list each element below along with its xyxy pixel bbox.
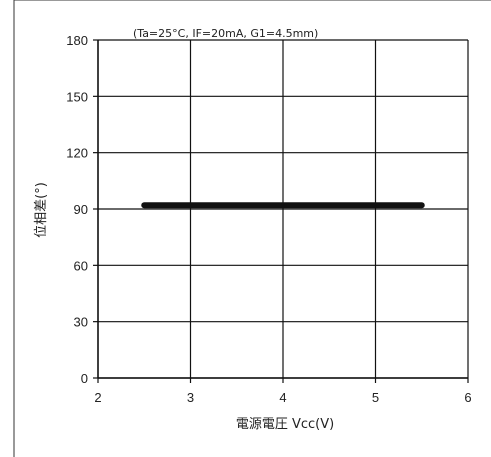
x-tick-label-6: 6	[464, 390, 471, 405]
y-tick-label-30: 30	[74, 315, 88, 330]
x-axis-title: 電源電圧 Vcc(V)	[236, 417, 334, 432]
x-tick-label-5: 5	[372, 390, 379, 405]
y-tick-label-90: 90	[74, 202, 88, 217]
x-tick-label-4: 4	[279, 390, 286, 405]
y-tick-label-150: 150	[66, 89, 88, 104]
y-tick-label-0: 0	[81, 371, 88, 386]
y-tick-label-180: 180	[66, 33, 88, 48]
grid	[97, 39, 469, 379]
x-tick-label-3: 3	[187, 390, 194, 405]
tick-labels: 0 30 60 90 120 150 180 2 3 4 5 6	[66, 33, 471, 405]
y-tick-label-60: 60	[74, 258, 88, 273]
y-axis-title: 位相差(°)	[34, 182, 49, 238]
axes	[93, 39, 469, 383]
x-tick-label-2: 2	[94, 390, 101, 405]
chart-annotation: (Ta=25°C, IF=20mA, G1=4.5mm)	[133, 27, 318, 40]
y-tick-label-120: 120	[66, 146, 88, 161]
